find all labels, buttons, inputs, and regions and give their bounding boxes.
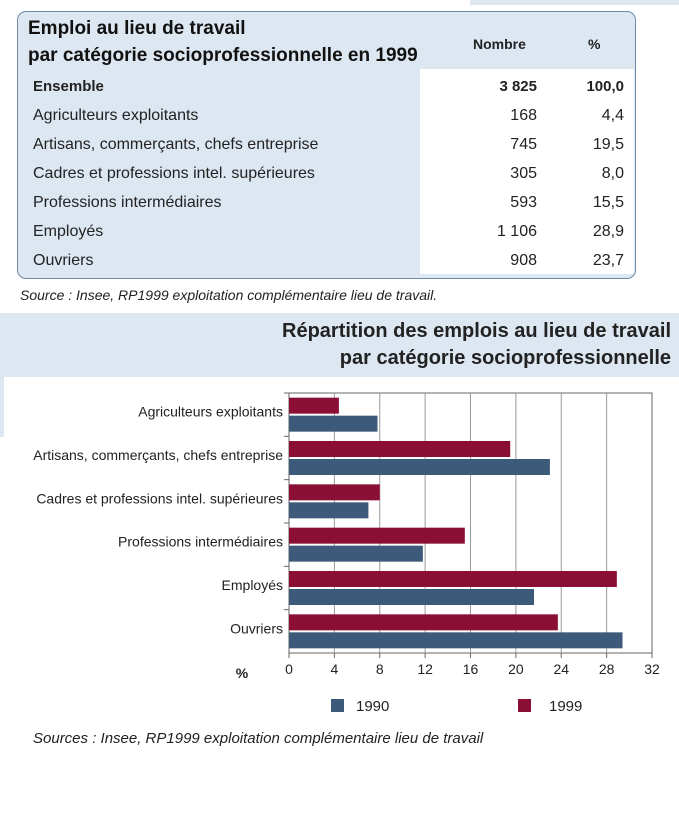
legend-swatch-1990 <box>331 699 344 712</box>
legend-label-1990: 1990 <box>356 698 389 715</box>
row-pct: 23,7 <box>592 252 624 269</box>
table-row: Artisans, commerçants, chefs entreprise 7… <box>18 132 637 161</box>
row-nombre: 168 <box>510 107 537 124</box>
bar-1999 <box>289 397 339 414</box>
row-label: Cadres et professions intel. supérieures <box>33 165 315 182</box>
row-label: Employés <box>33 223 104 240</box>
legend-swatch-1999 <box>518 699 531 712</box>
table-row: Ouvriers 908 23,7 <box>18 248 637 277</box>
values-panel <box>420 69 634 274</box>
table-title-line2: par catégorie socioprofessionnelle en 19… <box>28 45 418 66</box>
table-row: Ensemble 3 825 100,0 <box>18 74 637 103</box>
bar-1990 <box>289 545 423 562</box>
chart-source: Sources : Insee, RP1999 exploitation com… <box>33 730 484 747</box>
table-panel: Emploi au lieu de travail par catégorie … <box>17 11 636 279</box>
table-title-line1: Emploi au lieu de travail <box>28 18 246 39</box>
row-pct: 100,0 <box>586 78 624 95</box>
table-title: Emploi au lieu de travail par catégorie … <box>28 15 418 69</box>
row-nombre: 3 825 <box>499 78 537 95</box>
x-tick-label: 28 <box>599 661 615 677</box>
row-nombre: 908 <box>510 252 537 269</box>
table-row: Agriculteurs exploitants 168 4,4 <box>18 103 637 132</box>
bar-1990 <box>289 459 550 475</box>
y-tick-label: Cadres et professions intel. supérieures <box>36 490 283 506</box>
bar-1999 <box>289 441 511 457</box>
x-tick-label: 32 <box>644 661 660 677</box>
x-tick-label: 16 <box>463 661 479 677</box>
row-pct: 4,4 <box>601 107 624 124</box>
x-tick-label: 24 <box>553 661 569 677</box>
x-tick-label: 12 <box>417 661 433 677</box>
y-tick-label: Professions intermédiaires <box>118 534 283 550</box>
column-header-pct: % <box>588 36 601 52</box>
row-label: Agriculteurs exploitants <box>33 107 199 124</box>
table-row: Employés 1 106 28,9 <box>18 219 637 248</box>
row-label: Professions intermédiaires <box>33 194 222 211</box>
y-tick-label: Artisans, commerçants, chefs entreprise <box>33 447 283 463</box>
bar-1999 <box>289 527 465 544</box>
top-strip <box>470 0 679 5</box>
table-row: Cadres et professions intel. supérieures… <box>18 161 637 190</box>
bar-1999 <box>289 484 380 501</box>
row-pct: 8,0 <box>601 165 624 182</box>
bar-1990 <box>289 502 369 519</box>
bar-1990 <box>289 415 378 432</box>
bar-1990 <box>289 632 623 649</box>
row-pct: 28,9 <box>592 223 624 240</box>
row-nombre: 305 <box>510 165 537 182</box>
chart-title-line2: par catégorie socioprofessionnelle <box>339 347 671 369</box>
x-tick-label: 20 <box>508 661 524 677</box>
row-pct: 15,5 <box>592 194 624 211</box>
row-label: Ensemble <box>33 78 104 95</box>
x-tick-label: 0 <box>285 661 293 677</box>
row-nombre: 1 106 <box>496 223 537 240</box>
x-axis-label: % <box>236 665 249 681</box>
y-tick-label: Ouvriers <box>230 620 283 636</box>
y-tick-label: Employés <box>222 577 283 593</box>
table-source: Source : Insee, RP1999 exploitation comp… <box>20 287 438 303</box>
row-pct: 19,5 <box>592 136 624 153</box>
bar-1990 <box>289 589 535 605</box>
left-strip <box>0 377 4 437</box>
x-tick-label: 8 <box>376 661 384 677</box>
x-tick-label: 4 <box>330 661 338 677</box>
y-tick-label: Agriculteurs exploitants <box>138 404 283 420</box>
legend-label-1999: 1999 <box>549 698 582 715</box>
bar-chart: 0 4 8 12 16 20 24 28 32% Agriculteurs exploitants… <box>33 392 660 715</box>
bar-1999 <box>289 614 558 631</box>
chart-header: Répartition des emplois au lieu de trava… <box>0 313 679 377</box>
row-label: Artisans, commerçants, chefs entreprise <box>33 136 319 153</box>
row-label: Ouvriers <box>33 252 94 269</box>
row-nombre: 593 <box>510 194 537 211</box>
column-header-nombre: Nombre <box>473 36 526 52</box>
bar-1999 <box>289 571 617 587</box>
chart-title-line1: Répartition des emplois au lieu de trava… <box>282 320 671 342</box>
table-row: Professions intermédiaires 593 15,5 <box>18 190 637 219</box>
row-nombre: 745 <box>510 136 537 153</box>
